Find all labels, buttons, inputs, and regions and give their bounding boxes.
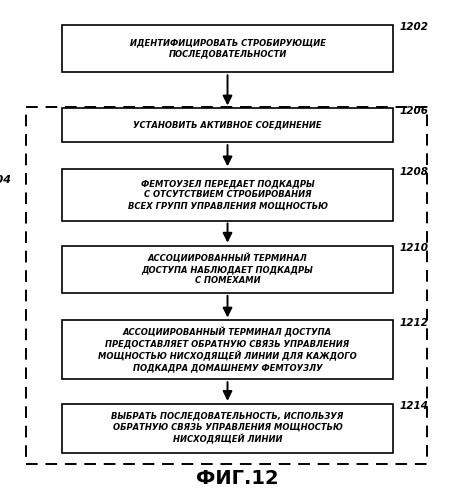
Bar [62, 404, 393, 453]
Text: ИДЕНТИФИЦИРОВАТЬ СТРОБИРУЮЩИЕ
ПОСЛЕДОВАТЕЛЬНОСТИ: ИДЕНТИФИЦИРОВАТЬ СТРОБИРУЮЩИЕ ПОСЛЕДОВАТ… [129, 38, 326, 59]
Text: 1204: 1204 [0, 175, 12, 185]
Text: 1208: 1208 [399, 167, 428, 177]
Bar [62, 246, 393, 293]
Text: 1214: 1214 [399, 401, 428, 411]
Text: УСТАНОВИТЬ АКТИВНОЕ СОЕДИНЕНИЕ: УСТАНОВИТЬ АКТИВНОЕ СОЕДИНЕНИЕ [133, 121, 322, 130]
Bar [62, 108, 393, 142]
Text: ФИГ.12: ФИГ.12 [196, 469, 278, 488]
Bar [62, 320, 393, 379]
Text: 1212: 1212 [399, 318, 428, 328]
Text: 1202: 1202 [399, 22, 428, 32]
Bar [62, 169, 393, 221]
Text: 1206: 1206 [399, 106, 428, 116]
Text: 1210: 1210 [399, 243, 428, 253]
Text: ФЕМТОУЗЕЛ ПЕРЕДАЕТ ПОДКАДРЫ
С ОТСУТСТВИЕМ СТРОБИРОВАНИЯ
ВСЕХ ГРУПП УПРАВЛЕНИЯ МО: ФЕМТОУЗЕЛ ПЕРЕДАЕТ ПОДКАДРЫ С ОТСУТСТВИЕ… [128, 179, 328, 211]
Text: ВЫБРАТЬ ПОСЛЕДОВАТЕЛЬНОСТЬ, ИСПОЛЬЗУЯ
ОБРАТНУЮ СВЯЗЬ УПРАВЛЕНИЯ МОЩНОСТЬЮ
НИСХОД: ВЫБРАТЬ ПОСЛЕДОВАТЕЛЬНОСТЬ, ИСПОЛЬЗУЯ ОБ… [111, 412, 344, 445]
Bar [26, 107, 427, 464]
Text: АССОЦИИРОВАННЫЙ ТЕРМИНАЛ ДОСТУПА
ПРЕДОСТАВЛЯЕТ ОБРАТНУЮ СВЯЗЬ УПРАВЛЕНИЯ
МОЩНОСТ: АССОЦИИРОВАННЫЙ ТЕРМИНАЛ ДОСТУПА ПРЕДОСТ… [98, 327, 357, 372]
Text: АССОЦИИРОВАННЫЙ ТЕРМИНАЛ
ДОСТУПА НАБЛЮДАЕТ ПОДКАДРЫ
С ПОМЕХАМИ: АССОЦИИРОВАННЫЙ ТЕРМИНАЛ ДОСТУПА НАБЛЮДА… [142, 253, 313, 285]
Bar [62, 25, 393, 72]
